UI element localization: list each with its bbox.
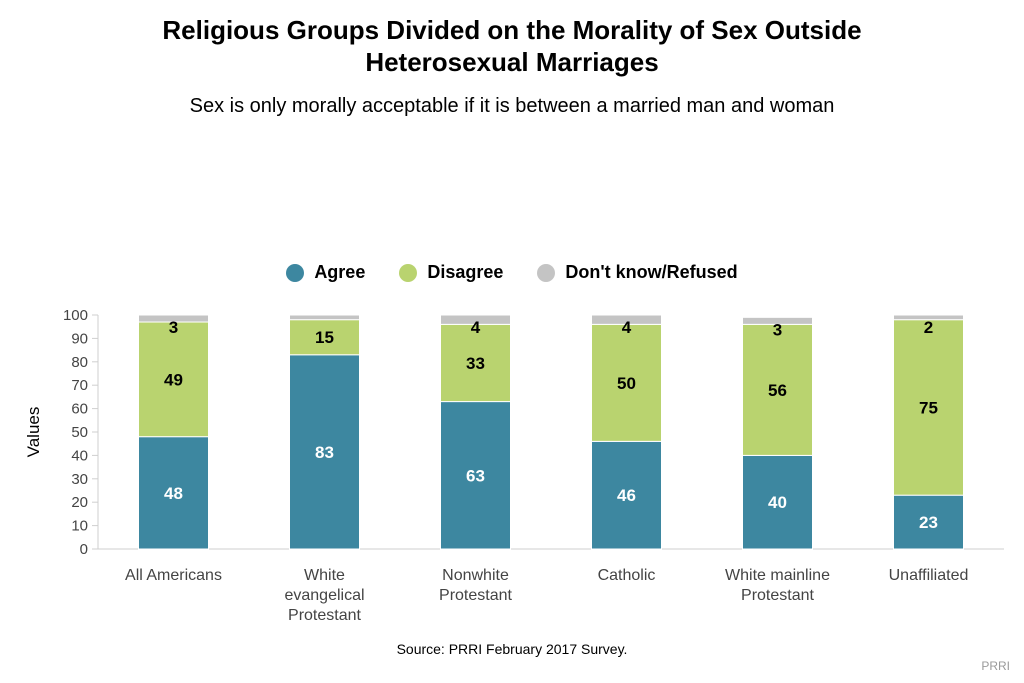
y-tick-label: 30 <box>71 471 88 488</box>
x-tick-label: Nonwhite <box>442 567 509 584</box>
chart-legend: Agree Disagree Don't know/Refused <box>0 262 1024 283</box>
bar-segment <box>893 314 964 321</box>
x-tick-label: All Americans <box>125 567 222 584</box>
legend-item-dontknow: Don't know/Refused <box>537 262 738 283</box>
bar-segment <box>289 314 360 321</box>
bar-segment <box>440 401 511 550</box>
legend-label-disagree: Disagree <box>427 262 504 282</box>
y-tick-label: 90 <box>71 330 88 347</box>
chart-title: Religious Groups Divided on the Morality… <box>0 14 1024 78</box>
data-label: 4 <box>622 318 632 337</box>
legend-item-agree: Agree <box>286 262 365 283</box>
data-label: 48 <box>164 484 183 503</box>
bar-segment <box>591 440 662 550</box>
bar-segment <box>742 454 813 550</box>
legend-swatch-agree <box>286 263 305 282</box>
data-label: 63 <box>466 466 485 485</box>
data-label: 83 <box>315 443 334 462</box>
legend-label-agree: Agree <box>314 262 366 282</box>
bar-segment <box>138 314 209 323</box>
data-label: 56 <box>768 381 787 400</box>
bar-segment <box>138 436 209 550</box>
y-axis-label: Values <box>24 407 43 458</box>
brand-mark: PRRI <box>981 659 1010 673</box>
data-label: 33 <box>466 354 485 373</box>
bar-segment <box>440 314 511 325</box>
y-tick-label: 20 <box>71 494 88 511</box>
y-tick-label: 100 <box>63 307 88 324</box>
source-note: Source: PRRI February 2017 Survey. <box>396 641 628 657</box>
bar-segment <box>742 316 813 325</box>
bar-segment <box>893 494 964 550</box>
chart-subtitle: Sex is only morally acceptable if it is … <box>189 95 835 117</box>
bar-segment <box>289 319 360 356</box>
y-tick-label: 40 <box>71 447 88 464</box>
legend-swatch-disagree <box>399 263 418 282</box>
data-label: 49 <box>164 370 183 389</box>
data-label: 50 <box>617 374 636 393</box>
y-tick-label: 80 <box>71 354 88 371</box>
x-tick-label: Unaffiliated <box>889 567 969 584</box>
x-tick-label: Catholic <box>598 567 656 584</box>
data-label: 3 <box>169 318 178 337</box>
y-tick-label: 0 <box>80 541 88 558</box>
data-label: 40 <box>768 493 787 512</box>
data-label: 75 <box>919 398 938 417</box>
y-tick-label: 60 <box>71 401 88 418</box>
legend-label-dontknow: Don't know/Refused <box>565 262 738 282</box>
bar-segment <box>440 323 511 403</box>
x-tick-label: White mainline <box>725 567 830 584</box>
legend-item-disagree: Disagree <box>399 262 503 283</box>
data-label: 23 <box>919 513 938 532</box>
x-tick-label: Protestant <box>439 587 512 604</box>
data-label: 4 <box>471 318 481 337</box>
y-tick-label: 70 <box>71 377 88 394</box>
data-label: 2 <box>924 318 933 337</box>
data-label: 15 <box>315 328 334 347</box>
y-tick-label: 50 <box>71 424 88 441</box>
legend-swatch-dontknow <box>537 263 556 282</box>
chart-title-line-2: Heterosexual Marriages <box>365 47 659 77</box>
bar-segment <box>591 314 662 325</box>
bar-segment <box>742 323 813 456</box>
x-tick-label: evangelical <box>284 587 364 604</box>
y-tick-label: 10 <box>71 518 88 535</box>
chart-title-line-1: Religious Groups Divided on the Morality… <box>162 15 862 45</box>
bar-segment <box>893 319 964 496</box>
x-tick-label: White <box>304 567 345 584</box>
data-label: 3 <box>773 320 782 339</box>
x-tick-label: Protestant <box>741 587 814 604</box>
x-tick-label: Protestant <box>288 607 361 624</box>
data-label: 46 <box>617 486 636 505</box>
